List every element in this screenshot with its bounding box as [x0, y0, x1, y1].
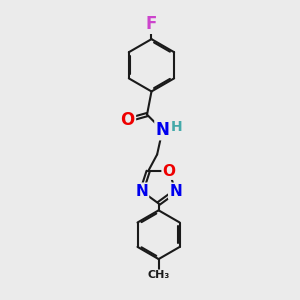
- Text: N: N: [135, 184, 148, 199]
- Text: O: O: [163, 164, 176, 179]
- Text: O: O: [121, 111, 135, 129]
- Text: CH₃: CH₃: [148, 270, 170, 280]
- Text: F: F: [146, 15, 157, 33]
- Text: H: H: [171, 119, 183, 134]
- Text: N: N: [155, 121, 170, 139]
- Text: N: N: [169, 184, 182, 199]
